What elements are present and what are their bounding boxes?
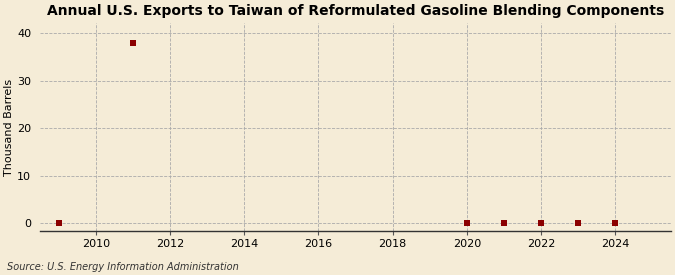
Point: [53, 221, 64, 226]
Title: Annual U.S. Exports to Taiwan of Reformulated Gasoline Blending Components: Annual U.S. Exports to Taiwan of Reformu…: [47, 4, 664, 18]
Text: Source: U.S. Energy Information Administration: Source: U.S. Energy Information Administ…: [7, 262, 238, 272]
Point: [572, 221, 583, 226]
Point: [610, 221, 620, 226]
Point: [462, 221, 472, 226]
Point: [128, 40, 138, 45]
Point: [498, 221, 509, 226]
Y-axis label: Thousand Barrels: Thousand Barrels: [4, 78, 14, 175]
Point: [535, 221, 546, 226]
